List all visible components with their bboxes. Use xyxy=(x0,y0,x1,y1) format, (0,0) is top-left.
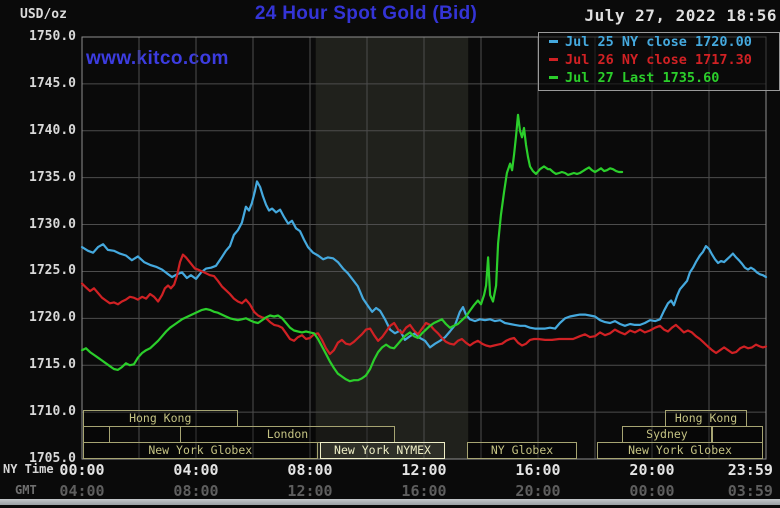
legend-dash-marker xyxy=(549,39,558,43)
session-box-sydney: Sydney xyxy=(622,426,712,443)
gmt-tick-label: 04:00 xyxy=(59,482,105,500)
legend-label: Jul 26 NY close 1717.30 xyxy=(565,52,752,68)
session-box-spacer xyxy=(82,426,110,443)
price-line-jul-26 xyxy=(80,253,768,356)
ny-time-tick-label: 20:00 xyxy=(629,461,675,479)
legend-box: Jul 25 NY close 1720.00 Jul 26 NY close 1… xyxy=(538,32,780,91)
gmt-tick-label: 03:59 xyxy=(727,482,773,500)
session-box-ny-globex: NY Globex xyxy=(467,442,578,459)
gmt-tick-label: 00:00 xyxy=(629,482,675,500)
price-line-jul-27 xyxy=(80,113,624,383)
ny-time-tick-label: 00:00 xyxy=(59,461,105,479)
gmt-tick-label: 20:00 xyxy=(515,482,561,500)
legend-label: Jul 25 NY close 1720.00 xyxy=(565,34,752,50)
ny-time-tick-label: 16:00 xyxy=(515,461,561,479)
ny-time-tick-label: 08:00 xyxy=(287,461,333,479)
y-tick-label: 1735.0 xyxy=(29,169,76,185)
y-tick-label: 1720.0 xyxy=(29,310,76,326)
legend-label: Jul 27 Last 1735.60 xyxy=(565,70,720,86)
y-tick-label: 1730.0 xyxy=(29,216,76,232)
session-box-new-york-nymex: New York NYMEX xyxy=(319,442,446,459)
legend-item: Jul 25 NY close 1720.00 xyxy=(539,33,779,51)
legend-item: Jul 26 NY close 1717.30 xyxy=(539,51,779,69)
session-box-hong-kong: Hong Kong xyxy=(82,410,238,427)
y-tick-label: 1745.0 xyxy=(29,75,76,91)
window-bottom-edge xyxy=(0,499,780,505)
nymex-session-shading xyxy=(315,37,469,459)
y-tick-label: 1715.0 xyxy=(29,357,76,373)
y-tick-label: 1750.0 xyxy=(29,29,76,44)
price-line-jul-25 xyxy=(80,180,768,349)
session-box-new-york-globex: New York Globex xyxy=(82,442,318,459)
chart-title: 24 Hour Spot Gold (Bid) xyxy=(254,3,478,24)
legend-item: Jul 27 Last 1735.60 xyxy=(539,69,779,87)
session-box-new-york-globex: New York Globex xyxy=(596,442,764,459)
y-tick-label: 1705.0 xyxy=(29,451,76,466)
chart-datetime: July 27, 2022 18:56 xyxy=(584,6,777,25)
gmt-tick-label: 12:00 xyxy=(287,482,333,500)
gmt-tick-label: 16:00 xyxy=(401,482,447,500)
session-box-spacer xyxy=(711,426,764,443)
gmt-axis-caption: GMT xyxy=(15,483,37,497)
session-box-london: London xyxy=(180,426,395,443)
gmt-tick-label: 08:00 xyxy=(173,482,219,500)
ny-time-tick-label: 04:00 xyxy=(173,461,219,479)
y-tick-label: 1710.0 xyxy=(29,404,76,420)
y-tick-label: 1725.0 xyxy=(29,263,76,279)
kitco-watermark: www.kitco.com xyxy=(86,48,229,69)
ny-time-tick-label: 23:59 xyxy=(727,461,773,479)
ny-time-tick-label: 12:00 xyxy=(401,461,447,479)
ny-time-axis-caption: NY Time xyxy=(3,462,54,476)
legend-dash-marker xyxy=(549,75,558,79)
y-tick-label: 1740.0 xyxy=(29,122,76,138)
session-box-hong-kong: Hong Kong xyxy=(665,410,747,427)
y-axis-unit-label: USD/oz xyxy=(20,7,67,22)
legend-dash-marker xyxy=(549,57,558,61)
